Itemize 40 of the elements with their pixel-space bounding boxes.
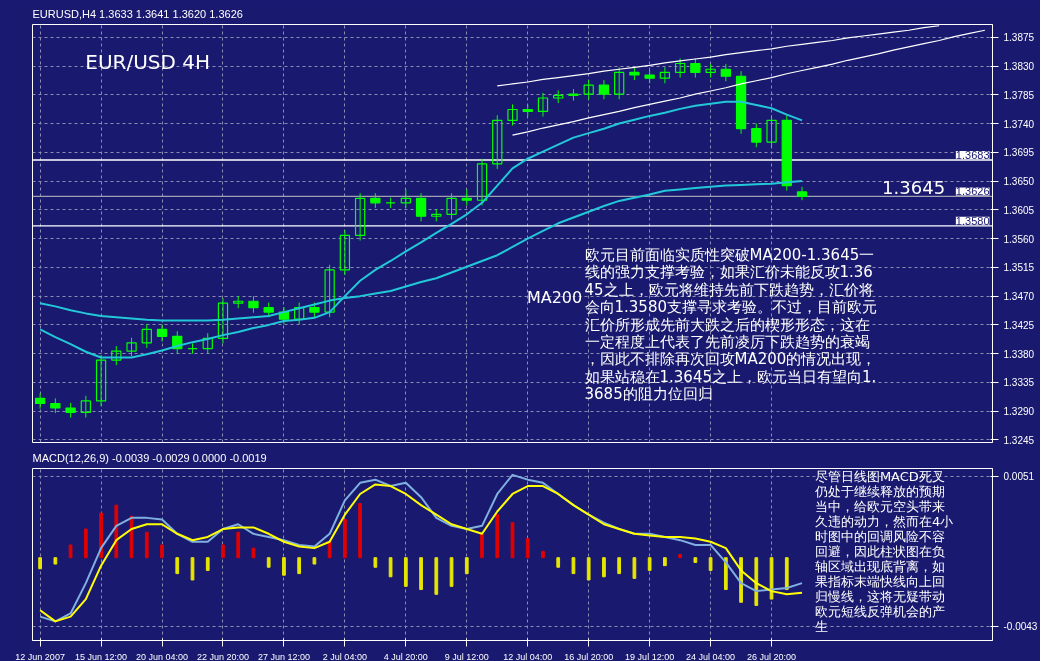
y-tick-label: -0.0043 xyxy=(1003,621,1038,633)
y-tick-label: 1.3515 xyxy=(1003,262,1035,274)
y-tick-label: 1.3740 xyxy=(1003,118,1035,130)
x-tick-label: 15 Jun 12:00 xyxy=(75,651,128,661)
x-tick-label: 9 Jul 12:00 xyxy=(444,651,489,661)
y-tick-label: 1.3380 xyxy=(1003,348,1035,360)
text: 欧元目前面临实质性突破MA200-1.3645一线的强力支撑考验，如果汇价未能反攻1.3645之上，欧元将维持先前下跌趋势，汇价将会向1.3580支撑寻求考验。不过，目前欧元汇价所形成先前大跌之后的楔形形态，这在一定程度上代表了先前凌厉下跌趋势的衰竭，因此不排除再次回攻MA200的情况出现，如果站稳在1.3645之上，欧元当日有望向1.3685的阻力位回归 xyxy=(584,246,877,404)
y-tick-label: 1.3335 xyxy=(1003,377,1035,389)
x-tick-label: 27 Jun 12:00 xyxy=(257,651,310,661)
y-tick-label: 1.3560 xyxy=(1003,233,1035,245)
x-tick-label: 12 Jul 04:00 xyxy=(503,651,553,661)
y-tick-label: 1.3875 xyxy=(1003,32,1035,44)
y-tick-label: 1.3425 xyxy=(1003,319,1035,331)
y-tick-label: 1.3695 xyxy=(1003,147,1035,159)
y-tick-label: 1.3650 xyxy=(1003,176,1035,188)
x-tick-label: 4 Jul 20:00 xyxy=(383,651,428,661)
y-tick-label: 1.3470 xyxy=(1003,291,1035,303)
y-tick-label: 0.0051 xyxy=(1003,471,1035,483)
y-tick-label: 1.3605 xyxy=(1003,204,1035,216)
ref-line-label: 1.3683 xyxy=(955,149,990,161)
x-tick-label: 22 Jun 20:00 xyxy=(196,651,249,661)
chart-title: MACD(12,26,9) -0.0039 -0.0029 0.0000 -0.0019 xyxy=(32,451,267,464)
x-tick-label: 12 Jun 2007 xyxy=(15,651,65,661)
ref-line-label: 1.3626 xyxy=(955,185,990,198)
y-tick-label: 1.3830 xyxy=(1003,61,1035,73)
x-tick-label: 16 Jul 20:00 xyxy=(564,651,614,661)
chart-title: EURUSD,H4 1.3633 1.3641 1.3620 1.3626 xyxy=(32,7,243,20)
y-tick-label: 1.3785 xyxy=(1003,89,1035,101)
annotation: EUR/USD 4H xyxy=(85,49,211,74)
y-tick-label: 1.3290 xyxy=(1003,406,1035,418)
annotation: MA200 xyxy=(526,287,583,307)
x-tick-label: 24 Jul 04:00 xyxy=(686,651,736,661)
x-tick-label: 19 Jul 12:00 xyxy=(625,651,675,661)
y-tick-label: 1.3245 xyxy=(1003,434,1035,446)
ref-line-label: 1.3580 xyxy=(955,214,990,227)
x-tick-label: 2 Jul 04:00 xyxy=(322,651,367,661)
x-tick-label: 20 Jun 04:00 xyxy=(136,651,189,661)
x-tick-label: 26 Jul 20:00 xyxy=(747,651,797,661)
text: 尽管日线图MACD死叉仍处于继续释放的预期当中，给欧元空头带来久违的动力，然而在4小时图中的回调风险不容回避，因此柱状图在负轴区域出现底背离，如果指标末端快线向上回归慢线，这将无疑带动欧元短线反弹机会的产生 xyxy=(814,468,954,635)
annotation: 1.3645 xyxy=(882,177,946,199)
